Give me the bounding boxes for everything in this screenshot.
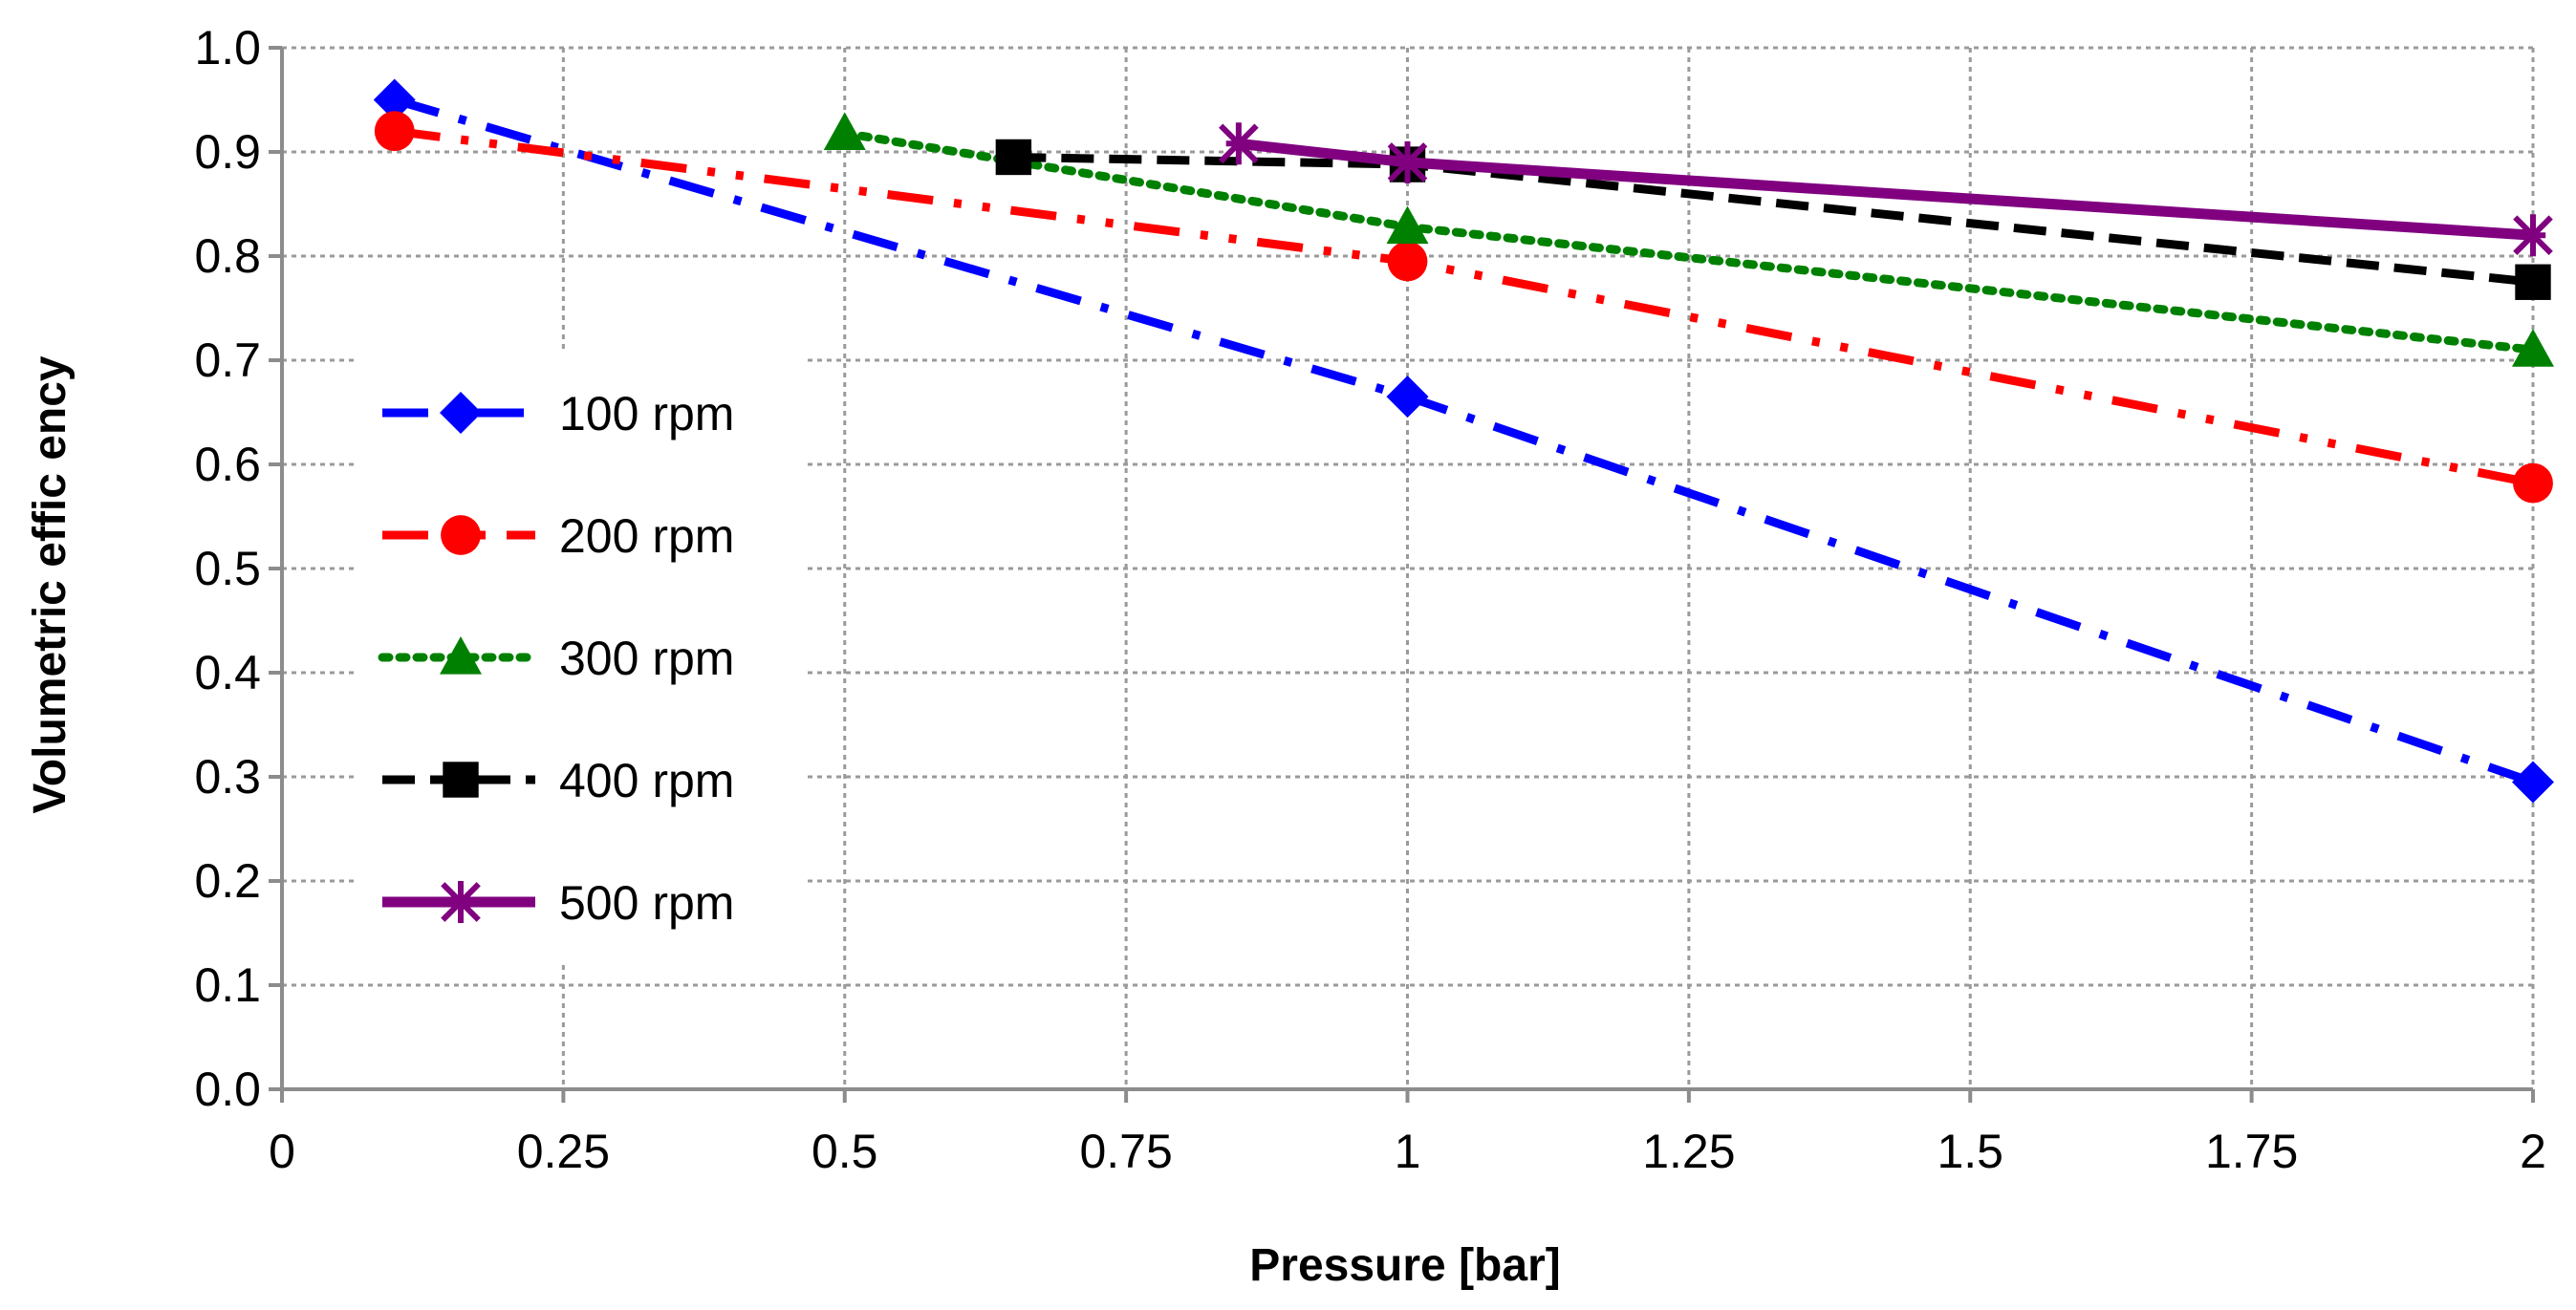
y-tick-label: 0.5 bbox=[194, 542, 261, 595]
y-axis-title: Volumetric effic ency bbox=[25, 355, 76, 814]
legend-label: 100 rpm bbox=[559, 387, 734, 440]
x-tick-label: 2 bbox=[2520, 1125, 2546, 1178]
labels: Pressure [bar] Volumetric effic ency bbox=[25, 355, 1561, 1291]
series-line bbox=[1238, 138, 2534, 241]
legend: 100 rpm 200 rpm 300 rpm 400 rpm 500 rpm bbox=[378, 387, 734, 930]
y-tick-label: 0.3 bbox=[194, 750, 261, 804]
y-tick-label: 0.0 bbox=[194, 1063, 261, 1116]
data-point bbox=[1387, 241, 1428, 282]
data-point bbox=[1387, 140, 1428, 183]
data-point bbox=[2512, 761, 2554, 804]
legend-item: 100 rpm bbox=[382, 387, 734, 440]
series-500-rpm bbox=[1219, 122, 2553, 257]
x-tick-label: 1.25 bbox=[1642, 1125, 1735, 1178]
legend-marker bbox=[441, 515, 481, 555]
y-tick-label: 0.4 bbox=[194, 646, 261, 699]
x-tick-label: 1.5 bbox=[1937, 1125, 2003, 1178]
legend-item: 300 rpm bbox=[378, 632, 734, 685]
y-tick-label: 0.1 bbox=[194, 958, 261, 1012]
legend-marker bbox=[441, 881, 481, 923]
data-point bbox=[1386, 376, 1429, 419]
y-tick-label: 0.8 bbox=[194, 229, 261, 283]
legend-label: 500 rpm bbox=[559, 876, 734, 930]
y-tick-label: 0.6 bbox=[194, 438, 261, 491]
x-tick-label: 0.75 bbox=[1079, 1125, 1172, 1178]
grid bbox=[282, 46, 2535, 1089]
y-tick-label: 0.7 bbox=[194, 333, 261, 387]
legend-marker bbox=[443, 762, 479, 798]
y-tick-label: 1.0 bbox=[194, 21, 261, 75]
data-point bbox=[2513, 214, 2553, 257]
data-point bbox=[2512, 329, 2554, 367]
legend-label: 200 rpm bbox=[559, 509, 734, 563]
axes: 0.0 0.1 0.2 0.3 0.4 0.5 0.6 0.7 0.8 0.9 1.0 0 0.25 0.… bbox=[194, 21, 2545, 1178]
data-point bbox=[2513, 462, 2553, 504]
x-axis-title: Pressure [bar] bbox=[1249, 1240, 1560, 1291]
series-200-rpm bbox=[374, 111, 2553, 504]
legend-label: 400 rpm bbox=[559, 754, 734, 807]
series-100-rpm bbox=[373, 78, 2554, 804]
legend-item: 400 rpm bbox=[382, 754, 734, 807]
x-tick-label: 0 bbox=[269, 1125, 295, 1178]
data-point bbox=[1386, 205, 1429, 245]
legend-item: 200 rpm bbox=[382, 509, 734, 563]
x-tick-label: 1 bbox=[1395, 1125, 1421, 1178]
data-point bbox=[995, 139, 1032, 176]
legend-item: 500 rpm bbox=[382, 876, 734, 930]
data-point bbox=[823, 112, 866, 150]
data-point bbox=[374, 111, 415, 152]
data-point bbox=[2515, 264, 2551, 300]
legend-marker bbox=[440, 392, 482, 434]
series bbox=[373, 78, 2554, 804]
legend-marker bbox=[440, 636, 482, 675]
y-tick-label: 0.2 bbox=[194, 854, 261, 908]
x-tick-label: 1.75 bbox=[2205, 1125, 2298, 1178]
legend-label: 300 rpm bbox=[559, 632, 734, 685]
x-tick-label: 0.25 bbox=[517, 1125, 610, 1178]
data-point bbox=[373, 78, 416, 121]
y-tick-label: 0.9 bbox=[194, 125, 261, 179]
series-300-rpm bbox=[823, 112, 2554, 367]
data-point bbox=[1219, 122, 1259, 165]
x-tick-label: 0.5 bbox=[812, 1125, 878, 1178]
